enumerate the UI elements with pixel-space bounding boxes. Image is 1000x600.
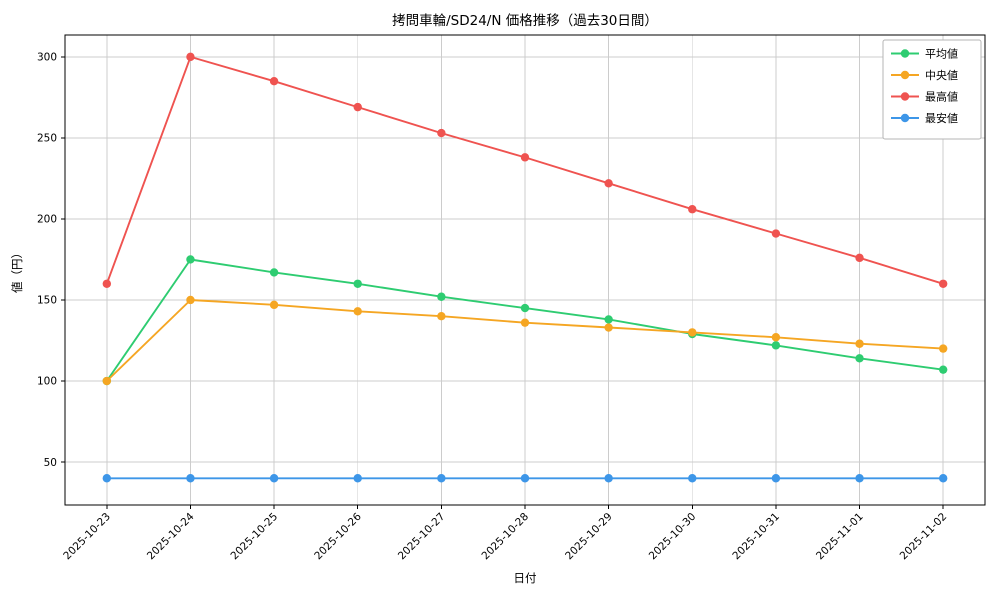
legend-marker bbox=[900, 92, 910, 101]
data-point-marker bbox=[855, 354, 864, 363]
x-tick-label: 2025-10-31 bbox=[730, 511, 782, 563]
y-tick-label: 50 bbox=[44, 457, 57, 469]
data-point-marker bbox=[437, 128, 446, 138]
legend-box bbox=[882, 39, 982, 140]
y-axis-label: 値（円） bbox=[10, 247, 24, 293]
legend-label: 最高値 bbox=[925, 90, 958, 104]
y-tick-label: 300 bbox=[37, 52, 57, 64]
grid-lines bbox=[65, 35, 985, 505]
data-point-marker bbox=[938, 474, 948, 483]
data-point-marker bbox=[938, 344, 948, 353]
data-point-marker bbox=[186, 295, 195, 305]
series-2 bbox=[102, 52, 948, 288]
x-tick-label: 2025-11-01 bbox=[814, 511, 866, 563]
data-point-marker bbox=[938, 365, 948, 374]
x-tick-label: 2025-10-30 bbox=[647, 511, 699, 563]
data-point-marker bbox=[604, 315, 613, 324]
y-axis-ticks: 50 100 150 200 250 300 bbox=[37, 52, 65, 469]
x-tick-label: 2025-10-27 bbox=[396, 511, 448, 563]
data-point-marker bbox=[688, 328, 697, 337]
x-tick-label: 2025-10-28 bbox=[479, 511, 531, 563]
y-tick-label: 250 bbox=[37, 133, 57, 145]
data-point-marker bbox=[688, 205, 697, 214]
series-1 bbox=[102, 295, 948, 386]
data-point-marker bbox=[102, 279, 112, 288]
data-point-marker bbox=[855, 253, 864, 263]
data-point-marker bbox=[771, 341, 781, 350]
y-tick-label: 150 bbox=[37, 295, 57, 307]
data-point-marker bbox=[353, 102, 362, 112]
data-point-marker bbox=[186, 255, 195, 264]
data-point-marker bbox=[520, 474, 530, 483]
data-point-marker bbox=[520, 303, 530, 313]
data-point-marker bbox=[855, 339, 864, 348]
x-axis-ticks: 2025-10-23 2025-10-24 2025-10-25 2025-10-26… bbox=[61, 505, 949, 562]
data-point-marker bbox=[688, 474, 697, 483]
data-point-marker bbox=[186, 52, 195, 62]
data-point-marker bbox=[771, 474, 781, 483]
data-point-marker bbox=[102, 376, 112, 386]
data-point-marker bbox=[437, 311, 446, 321]
data-point-marker bbox=[520, 318, 530, 327]
data-point-marker bbox=[520, 153, 530, 162]
data-point-marker bbox=[353, 307, 362, 316]
legend-marker bbox=[900, 70, 910, 80]
data-point-marker bbox=[269, 300, 279, 310]
data-point-marker bbox=[604, 323, 613, 332]
legend-label: 中央値 bbox=[925, 69, 958, 82]
data-point-marker bbox=[604, 474, 613, 483]
legend-label: 最安値 bbox=[925, 111, 958, 125]
data-point-marker bbox=[771, 229, 781, 238]
data-point-marker bbox=[437, 292, 446, 301]
x-axis-label: 日付 bbox=[513, 571, 537, 585]
y-tick-label: 200 bbox=[37, 214, 57, 226]
data-point-marker bbox=[938, 279, 948, 288]
data-point-marker bbox=[604, 179, 613, 188]
data-point-marker bbox=[186, 474, 195, 483]
x-tick-label: 2025-11-02 bbox=[898, 511, 950, 563]
data-point-marker bbox=[855, 474, 864, 483]
chart-title: 拷問車輪/SD24/N 価格推移（過去30日間） bbox=[392, 13, 658, 29]
legend-marker bbox=[900, 113, 910, 123]
series-3 bbox=[102, 474, 948, 483]
x-tick-label: 2025-10-26 bbox=[312, 510, 364, 562]
data-point-marker bbox=[269, 268, 279, 277]
data-point-marker bbox=[353, 279, 362, 288]
y-tick-label: 100 bbox=[37, 376, 57, 388]
legend-marker bbox=[900, 49, 910, 58]
data-point-marker bbox=[771, 333, 781, 342]
data-point-marker bbox=[269, 474, 279, 483]
data-point-marker bbox=[437, 474, 446, 483]
x-tick-label: 2025-10-23 bbox=[61, 511, 113, 563]
x-tick-label: 2025-10-29 bbox=[563, 511, 615, 563]
data-point-marker bbox=[353, 474, 362, 483]
legend-label: 平均値 bbox=[925, 48, 958, 61]
data-point-marker bbox=[102, 474, 112, 483]
x-tick-label: 2025-10-25 bbox=[229, 511, 281, 563]
data-point-marker bbox=[269, 76, 279, 86]
x-tick-label: 2025-10-24 bbox=[145, 510, 197, 562]
